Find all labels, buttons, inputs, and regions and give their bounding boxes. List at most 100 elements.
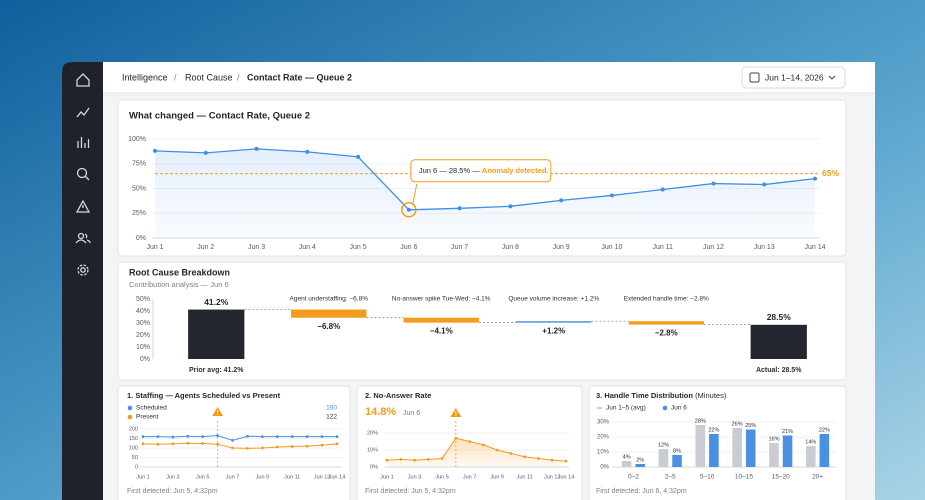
y-tick-label: 100	[129, 445, 138, 451]
data-point	[495, 448, 499, 452]
home-icon[interactable]	[76, 73, 90, 87]
data-point	[290, 435, 294, 438]
breadcrumb-item[interactable]: Root Cause	[185, 72, 233, 82]
y-tick-label: 10%	[597, 450, 610, 456]
data-point	[406, 207, 411, 212]
data-point	[457, 206, 462, 211]
y-tick-label: 20%	[597, 435, 610, 441]
x-tick-label: Jun 5	[435, 474, 448, 480]
bar-value-label: 22%	[708, 427, 719, 433]
x-tick-label: Jun 5	[350, 244, 367, 251]
data-point	[186, 441, 190, 445]
data-point	[246, 446, 249, 450]
tooltip-text: Jun 6 — 28.5% — Anomaly detected.	[419, 166, 549, 175]
data-point	[153, 148, 157, 153]
legend-label: Present	[136, 414, 159, 421]
date-picker[interactable]	[741, 66, 846, 89]
calendar-icon	[749, 72, 760, 83]
decrease-bar	[403, 317, 479, 323]
data-point	[426, 457, 430, 461]
search-icon[interactable]	[76, 167, 88, 179]
bar-value-label: 12%	[658, 442, 669, 448]
data-point	[231, 446, 234, 450]
chevron	[828, 75, 836, 80]
data-point	[141, 442, 145, 446]
alert-icon[interactable]	[75, 199, 91, 213]
x-tick-label: Jun 14	[804, 244, 825, 251]
x-tick-label: Jun 9	[256, 474, 269, 480]
bar	[819, 434, 830, 467]
step-name: Extended handle time: −2.8%	[624, 296, 709, 303]
date-range[interactable]: Jun 1–14, 2026	[765, 72, 824, 82]
decrease-bar	[628, 321, 704, 325]
x-tick-label: 0–2	[628, 474, 639, 481]
legend-swatch	[662, 405, 668, 411]
y-tick-label: 50%	[132, 185, 146, 192]
data-point	[275, 435, 279, 438]
data-point	[711, 181, 716, 186]
bar-value-label: 41.2%	[204, 297, 229, 307]
breadcrumb-separator: /	[174, 72, 177, 82]
anomaly-ring	[401, 202, 417, 218]
x-tick-label: 2–5	[665, 474, 676, 481]
card-title: Root Cause Breakdown	[129, 267, 230, 277]
x-tick-label: Jun 1	[146, 244, 163, 251]
y-tick-label: 30%	[597, 420, 610, 426]
card-footer: First detected: Jun 6, 4:32pm	[596, 488, 687, 495]
headline-date: Jun 6	[403, 410, 420, 417]
legend-label: Jun 1–5 (avg)	[606, 405, 646, 412]
title-text: 3. Handle Time Distribution	[596, 391, 693, 400]
breadcrumb-separator: /	[237, 72, 240, 82]
data-point	[399, 457, 403, 461]
trend-icon[interactable]	[76, 107, 90, 118]
data-point	[141, 435, 145, 438]
x-tick-label: Jun 7	[451, 244, 468, 251]
x-tick-label: Jun 11	[652, 244, 673, 251]
legend-value: 122	[326, 414, 337, 421]
data-point	[509, 452, 513, 455]
breadcrumb-item[interactable]: Intelligence	[122, 72, 168, 82]
step-name: Queue volume increase: +1.2%	[508, 296, 599, 303]
legend-swatch	[127, 405, 133, 411]
card-footer: First detected: Jun 5, 4:32pm	[127, 488, 218, 495]
bar-category-label: Prior avg: 41.2%	[189, 367, 244, 374]
data-point	[290, 445, 294, 448]
y-tick-label: 20%	[367, 430, 378, 436]
threshold-label: 65%	[822, 168, 839, 178]
x-tick-label: 20+	[812, 474, 823, 481]
data-point	[156, 442, 160, 446]
x-tick-label: Jun 2	[197, 244, 214, 251]
area-fill	[387, 438, 566, 467]
data-point	[385, 458, 389, 462]
x-tick-label: Jun 3	[166, 474, 179, 480]
x-tick-label: Jun 9	[490, 474, 503, 480]
data-point	[762, 182, 767, 187]
users-icon[interactable]	[77, 232, 85, 240]
legend-swatch	[127, 414, 133, 420]
y-tick-label: 20%	[136, 332, 150, 339]
bars-icon[interactable]	[77, 137, 90, 148]
bar	[806, 446, 816, 467]
data-point	[171, 435, 175, 439]
bar-value-label: −2.8%	[655, 329, 678, 338]
bar-value-label: −6.8%	[317, 322, 340, 331]
bar	[769, 443, 779, 467]
y-tick-label: 75%	[132, 161, 146, 168]
data-point	[320, 443, 324, 447]
data-point	[813, 176, 817, 181]
sidebar	[62, 62, 103, 500]
data-point	[564, 459, 568, 463]
card-title: 2. No-Answer Rate	[365, 391, 431, 400]
y-tick-label: 30%	[136, 320, 150, 327]
data-point	[537, 457, 540, 460]
x-tick-label: Jun 8	[502, 244, 519, 251]
data-point	[305, 444, 309, 448]
settings-icon[interactable]	[80, 267, 86, 273]
tooltip-status: Anomaly detected.	[482, 166, 549, 175]
data-point	[260, 446, 264, 450]
data-point	[356, 154, 361, 159]
data-point	[203, 150, 208, 155]
users-icon-body	[75, 233, 91, 244]
x-tick-label: 10–15	[735, 474, 753, 481]
data-point	[260, 435, 264, 438]
